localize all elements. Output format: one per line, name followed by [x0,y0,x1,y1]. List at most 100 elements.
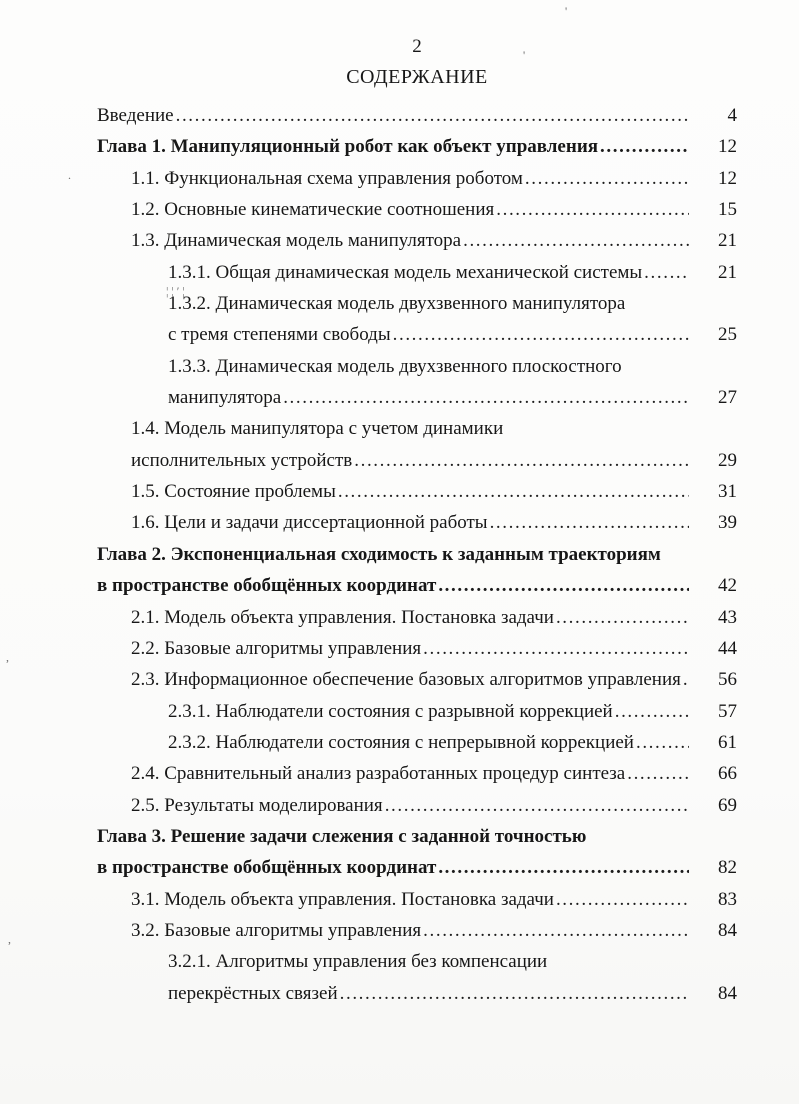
dot-leader: ........................................… [463,230,689,252]
toc-entry-text: Глава 1. Манипуляционный робот как объек… [97,136,599,158]
toc-entry-text: Введение [97,105,174,126]
toc-entry-text: перекрёстных связей [168,982,338,1004]
toc-page-number: 57 [718,700,737,722]
toc-row: 1.1. Функциональная схема управления роб… [97,163,737,194]
dot-leader: ........................................… [489,512,689,534]
dot-leader: ........................................… [354,449,689,471]
toc-row: 2.3.1. Наблюдатели состояния с разрывной… [97,696,737,727]
toc-entry-text: 1.1. Функциональная схема управления роб… [131,167,523,189]
toc-page-number: 44 [718,637,737,659]
toc-entry-text: в пространстве обобщённых координат [97,857,437,879]
table-of-contents: Введение................................… [97,100,737,1009]
toc-page-number: 25 [718,324,737,346]
toc-row: исполнительных устройств................… [97,445,737,476]
toc-page-number: 27 [718,387,737,409]
toc-row: с тремя степенями свободы...............… [97,319,737,350]
toc-entry-text: в пространстве обобщённых координат [97,575,437,597]
toc-page-number: 83 [718,888,737,910]
dot-leader: ........................................… [600,136,689,158]
toc-entry-text: 1.5. Состояние проблемы [131,481,336,503]
dot-leader: ........................................… [283,387,689,409]
toc-row: Введение................................… [97,100,737,131]
toc-row: 2.1. Модель объекта управления. Постанов… [97,602,737,633]
toc-row: перекрёстных связей.....................… [97,978,737,1009]
toc-entry-text: 1.3.2. Динамическая модель двухзвенного … [168,293,626,315]
dot-leader: ........................................… [644,261,689,283]
toc-entry-text: 2.3.1. Наблюдатели состояния с разрывной… [168,700,613,722]
dot-leader: ........................................… [614,700,689,722]
toc-page-number: 69 [718,794,737,816]
toc-page-number: 21 [718,261,737,283]
dot-leader: ........................................… [627,763,689,785]
toc-entry-text: 1.3.1. Общая динамическая модель механич… [168,261,643,283]
toc-page-number: 56 [718,669,737,691]
scan-artifact: . [68,168,71,182]
toc-row: 2.4. Сравнительный анализ разработанных … [97,758,737,789]
toc-row: 1.5. Состояние проблемы.................… [97,476,737,507]
toc-entry-text: 1.4. Модель манипулятора с учетом динами… [131,418,504,440]
toc-entry-text: Глава 2. Экспоненциальная сходимость к з… [97,543,661,565]
toc-row: 2.3.2. Наблюдатели состояния с непрерывн… [97,727,737,758]
toc-row: 1.6. Цели и задачи диссертационной работ… [97,507,737,538]
toc-row: 2.3. Информационное обеспечение базовых … [97,664,737,695]
dot-leader: ........................................… [682,669,689,691]
toc-row: 1.3.3. Динамическая модель двухзвенного … [97,351,737,382]
toc-entry-text: с тремя степенями свободы [168,324,391,346]
scan-artifact: , [8,932,11,946]
toc-entry-text: 1.3. Динамическая модель манипулятора [131,230,462,252]
toc-entry-text: 2.4. Сравнительный анализ разработанных … [131,763,626,785]
toc-entry-text: 3.1. Модель объекта управления. Постанов… [131,888,554,910]
scan-artifact: ' [565,4,568,18]
toc-entry-text: 2.3. Информационное обеспечение базовых … [131,669,681,691]
page-title: СОДЕРЖАНИЕ [346,66,488,88]
dot-leader: ........................................… [555,888,689,910]
toc-page-number: 15 [718,199,737,221]
toc-row: 2.2. Базовые алгоритмы управления.......… [97,633,737,664]
dot-leader: ........................................… [392,324,689,346]
toc-page-number: 31 [718,481,737,503]
toc-page-number: 12 [718,136,737,158]
toc-page-number: 84 [718,919,737,941]
toc-row: Глава 2. Экспоненциальная сходимость к з… [97,539,737,570]
toc-page-number: 12 [718,167,737,189]
toc-entry-text: 3.2. Базовые алгоритмы управления [131,919,422,941]
dot-leader: ........................................… [423,637,689,659]
scan-artifact: , [6,650,9,664]
dot-leader: ........................................… [555,606,689,628]
toc-entry-text: 1.3.3. Динамическая модель двухзвенного … [168,355,622,377]
toc-page-number: 61 [718,731,737,753]
toc-row: 2.5. Результаты моделирования...........… [97,790,737,821]
toc-row: 3.1. Модель объекта управления. Постанов… [97,884,737,915]
dot-leader: ........................................… [337,481,689,503]
toc-entry-text: манипулятора [168,387,282,409]
page-number: 2 [412,36,422,57]
toc-row: 1.2. Основные кинематические соотношения… [97,194,737,225]
toc-entry-text: 3.2.1. Алгоритмы управления без компенса… [168,951,548,973]
dot-leader: ........................................… [635,731,689,753]
toc-entry-text: 2.2. Базовые алгоритмы управления [131,637,422,659]
toc-page-number: 43 [718,606,737,628]
toc-row: 3.2.1. Алгоритмы управления без компенса… [97,946,737,977]
toc-page-number: 4 [727,105,738,126]
toc-page-number: 66 [718,763,737,785]
toc-row: Глава 1. Манипуляционный робот как объек… [97,131,737,162]
toc-row: 3.2. Базовые алгоритмы управления.......… [97,915,737,946]
dot-leader: ........................................… [384,794,689,816]
dot-leader: ........................................… [339,982,689,1004]
toc-row: 1.3.1. Общая динамическая модель механич… [97,257,737,288]
dot-leader: ........................................… [496,199,689,221]
toc-page-number: 82 [718,857,737,879]
dot-leader: ........................................… [423,919,689,941]
toc-page-number: 21 [718,230,737,252]
toc-entry-text: 2.5. Результаты моделирования [131,794,383,816]
toc-entry-text: исполнительных устройств [131,449,353,471]
toc-page-number: 42 [718,575,737,597]
toc-page-number: 84 [718,982,737,1004]
toc-row: манипулятора............................… [97,382,737,413]
toc-row: 1.4. Модель манипулятора с учетом динами… [97,413,737,444]
toc-entry-text: 1.6. Цели и задачи диссертационной работ… [131,512,488,534]
toc-row: в пространстве обобщённых координат.....… [97,570,737,601]
toc-entry-text: 2.3.2. Наблюдатели состояния с непрерывн… [168,731,634,753]
dot-leader: ........................................… [438,575,689,597]
